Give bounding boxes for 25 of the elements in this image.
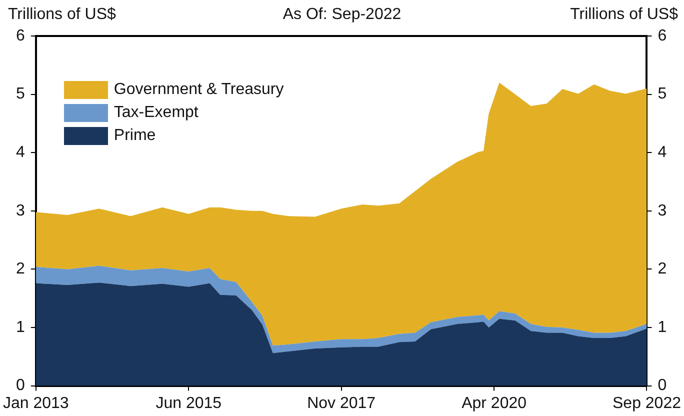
y2-tick-label: 6 <box>658 27 667 44</box>
y-tick-label: 2 <box>16 260 26 278</box>
y-tick-label: 4 <box>16 144 26 162</box>
x-tick-label: Nov 2017 <box>307 394 376 412</box>
y2-tick-label: 0 <box>658 377 667 394</box>
x-tick-label: Jan 2013 <box>2 394 69 412</box>
chart-title: As Of: Sep-2022 <box>282 6 402 23</box>
y2-tick-label: 1 <box>658 318 667 336</box>
y2-tick-label: 2 <box>658 260 667 278</box>
y2-tick-label: 3 <box>658 202 667 220</box>
y2-tick-label: 5 <box>658 86 667 103</box>
y-tick-label: 6 <box>16 27 26 44</box>
x-tick-label: Apr 2020 <box>462 394 527 412</box>
legend-label: Tax-Exempt <box>114 104 198 122</box>
y2-tick-label: 4 <box>658 144 667 162</box>
y2-axis-title: Trillions of US$ <box>570 6 678 24</box>
y-axis-title: Trillions of US$ <box>8 6 116 24</box>
legend-label: Government & Treasury <box>114 80 284 98</box>
y-tick-label: 0 <box>16 377 26 394</box>
legend-label: Prime <box>114 126 156 144</box>
y-tick-label: 3 <box>16 202 26 220</box>
y-tick-label: 5 <box>16 86 26 103</box>
x-tick-label: Jun 2015 <box>156 394 222 412</box>
y-tick-label: 1 <box>16 318 26 336</box>
x-tick-label: Sep 2022 <box>612 394 682 412</box>
